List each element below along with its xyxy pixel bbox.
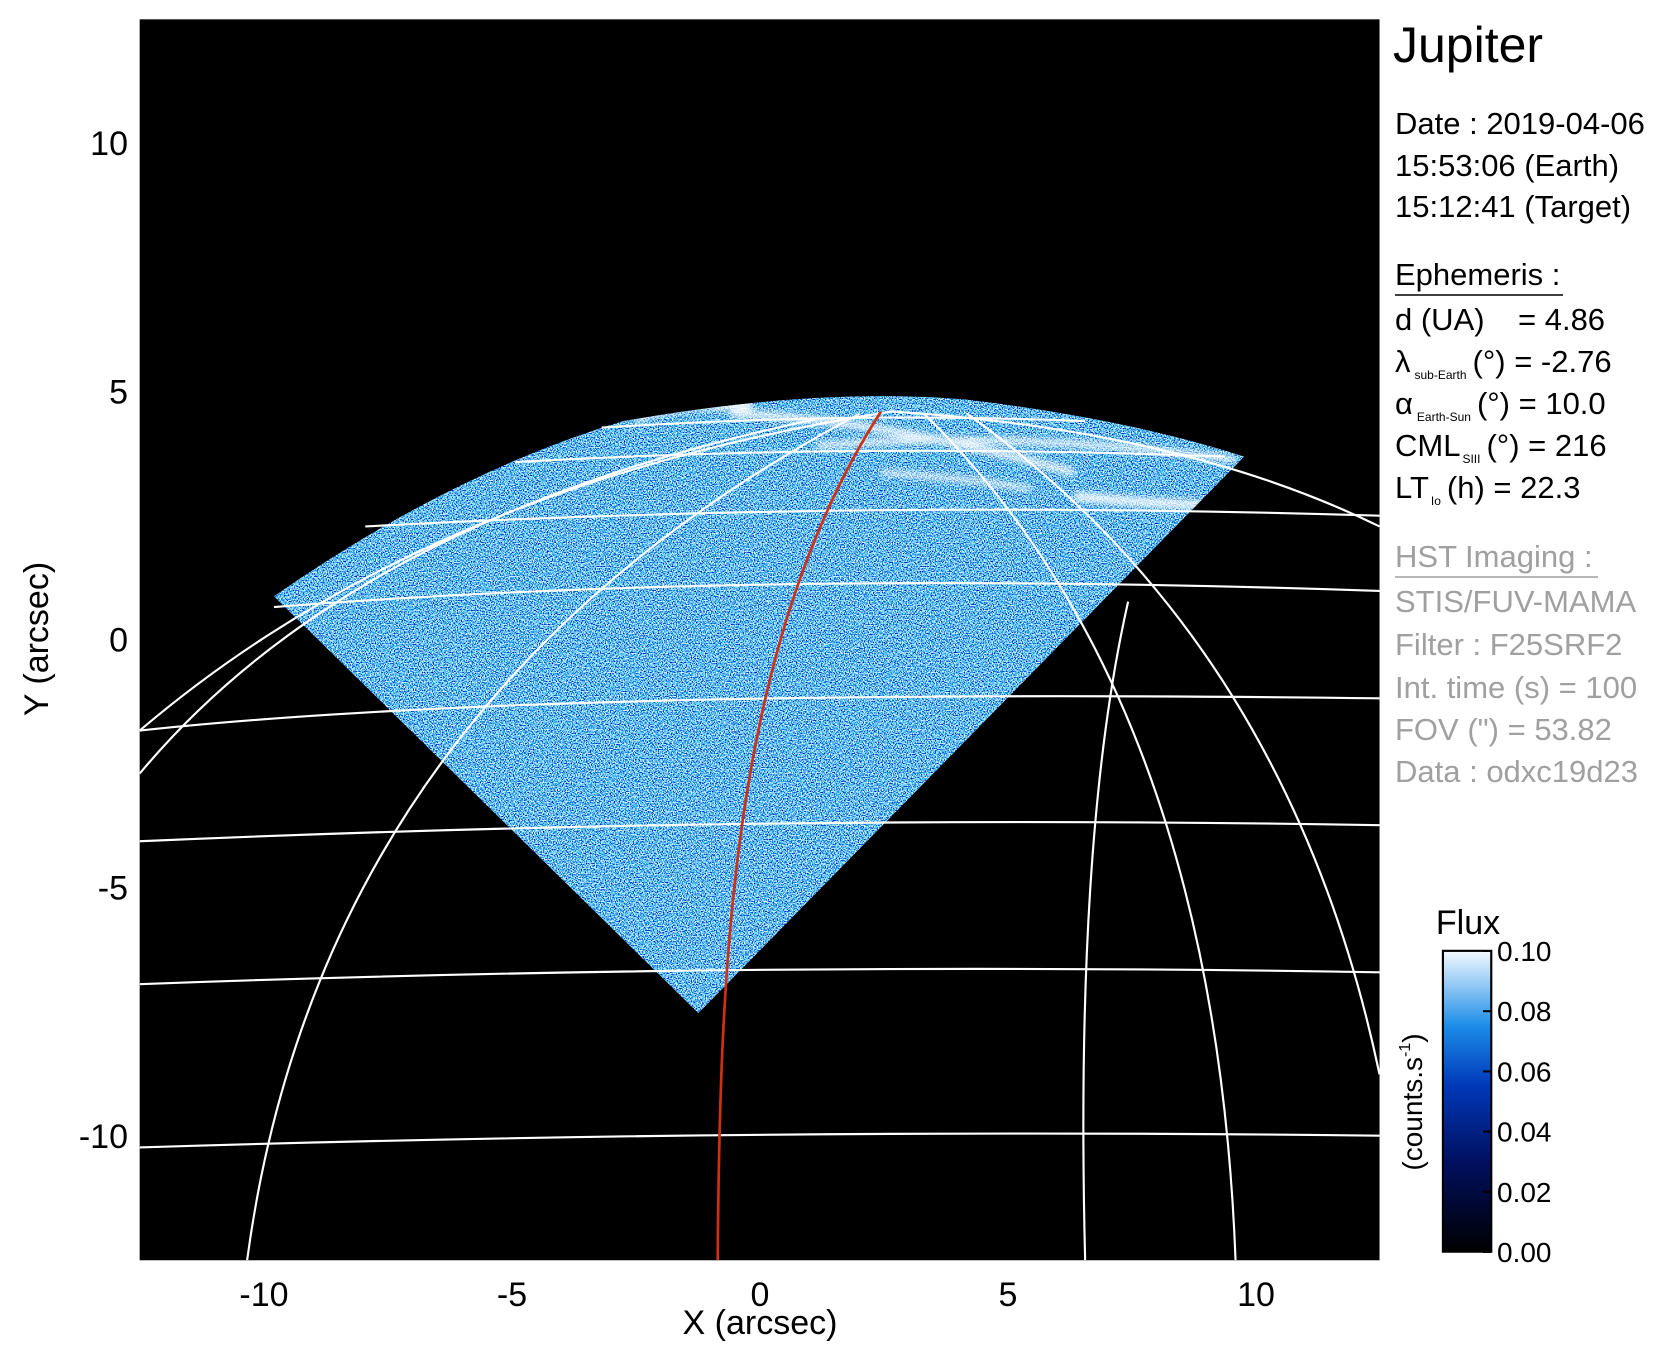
ephemeris-heading: Ephemeris : [1395, 257, 1560, 292]
x-tick-label: 10 [1237, 1276, 1275, 1314]
y-tick-label: -5 [98, 870, 128, 908]
y-tick-label: 0 [109, 622, 128, 660]
imaging-row: Filter : F25SRF2 [1395, 627, 1622, 662]
date-line: Date : 2019-04-06 [1395, 106, 1645, 141]
colorbar-label: (counts.s-1) [1397, 1033, 1428, 1170]
ephemeris-row: λ sub-Earth (°) = -2.76 [1395, 344, 1612, 382]
image-layer [139, 19, 1493, 1261]
planet-grid [139, 410, 1380, 1261]
imaging-row: FOV (") = 53.82 [1395, 712, 1612, 747]
colorbar [1441, 949, 1493, 1253]
date-line: 15:53:06 (Earth) [1395, 148, 1619, 183]
ephemeris-row: CML SIII (°) = 216 [1395, 428, 1607, 466]
x-tick-label: -10 [239, 1276, 288, 1314]
ephemeris-row: d (UA) = 4.86 [1395, 302, 1605, 337]
imaging-row: Int. time (s) = 100 [1395, 670, 1637, 705]
y-tick-label: 10 [90, 125, 128, 163]
colorbar-tick-label: 0.06 [1497, 1056, 1552, 1087]
y-tick-label: 5 [109, 373, 128, 411]
imaging-row: Data : odxc19d23 [1395, 754, 1638, 789]
y-axis-label: Y (arcsec) [18, 562, 56, 716]
imaging-heading: HST Imaging : [1395, 539, 1593, 574]
ephemeris-row: LT Io (h) = 22.3 [1395, 470, 1580, 508]
x-tick-label: 5 [999, 1276, 1018, 1314]
ephemeris-row: α Earth-Sun (°) = 10.0 [1395, 386, 1606, 424]
x-tick-label: 0 [751, 1276, 770, 1314]
x-axis-label: X (arcsec) [683, 1304, 838, 1342]
colorbar-tick-label: 0.00 [1497, 1237, 1552, 1268]
colorbar-tick-label: 0.02 [1497, 1177, 1552, 1208]
date-line: 15:12:41 (Target) [1395, 189, 1631, 224]
colorbar-tick-label: 0.10 [1497, 936, 1552, 967]
imaging-row: STIS/FUV-MAMA [1395, 584, 1636, 619]
x-tick-label: -5 [497, 1276, 527, 1314]
title: Jupiter [1393, 17, 1543, 73]
central-meridian [716, 410, 883, 1261]
colorbar-tick-label: 0.04 [1497, 1117, 1552, 1148]
colorbar-title: Flux [1436, 904, 1500, 942]
colorbar-tick-label: 0.08 [1497, 996, 1552, 1027]
y-tick-label: -10 [79, 1118, 128, 1156]
